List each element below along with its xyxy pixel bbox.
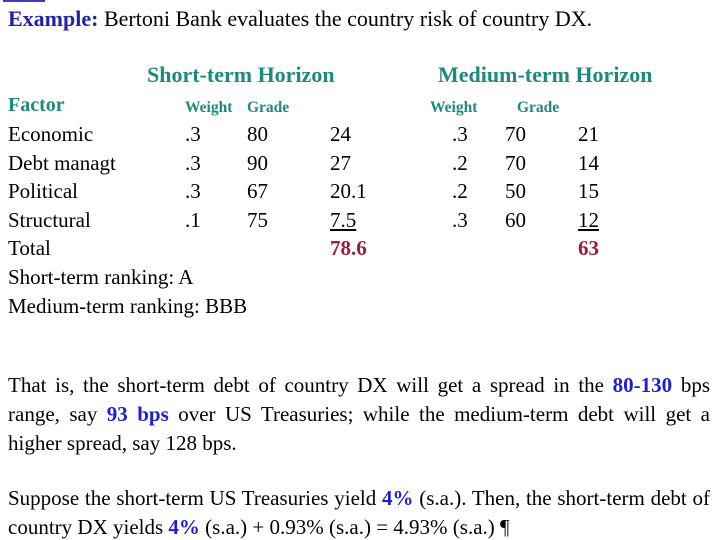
st-weight-column-header: Weight [185, 99, 233, 116]
mt-grade-cell: 60 [505, 207, 526, 232]
st-grade-cell: 75 [247, 207, 268, 232]
body-text: bps range, say [8, 373, 710, 426]
st-grade-column-header: Grade [247, 99, 290, 116]
body-text: over US Treasuries; while the medium-ter… [8, 402, 710, 455]
highlight-text: 93 bps [106, 402, 169, 426]
st-points-underlined: 7.5 [330, 207, 357, 232]
mt-weight-cell: .2 [452, 150, 468, 175]
factor-cell: Economic [8, 122, 94, 146]
table-row: Debt managt .3 90 27 .2 70 14 [0, 151, 720, 180]
factor-column-header: Factor [8, 94, 65, 116]
slide-title: Example: Bertoni Bank evaluates the coun… [8, 6, 592, 32]
mt-points-cell: 15 [578, 179, 599, 204]
body-text: (s.a.). Then, the short-term debt of cou… [8, 486, 710, 539]
medium-term-horizon-header: Medium-term Horizon [438, 62, 653, 87]
short-term-ranking: Short-term ranking: A [8, 264, 194, 289]
mt-weight-column-header: Weight [430, 99, 478, 116]
table-row: Economic .3 80 24 .3 70 21 [0, 122, 720, 151]
st-points-cell: 20.1 [330, 179, 367, 204]
mt-weight-cell: .3 [452, 207, 468, 232]
title-example-label: Example: [8, 6, 99, 31]
body-text: That is, the short-term debt of country … [8, 373, 613, 397]
column-header-row: Factor Weight Grade Weight Grade [0, 94, 720, 117]
mt-points-cell: 12 [578, 208, 720, 237]
mt-grade-column-header: Grade [517, 99, 560, 116]
st-weight-cell: .3 [185, 122, 201, 146]
mt-grade-cell: 70 [505, 150, 526, 175]
body-text: Suppose the short-term US Treasuries yie… [8, 486, 382, 510]
mt-weight-cell: .2 [452, 179, 468, 204]
highlight-text: 4% [381, 486, 414, 510]
stray-blue-line [3, 0, 45, 2]
medium-term-total-value: 63 [578, 236, 599, 261]
highlight-text: 4% [168, 515, 200, 539]
mt-points-cell: 21 [578, 122, 599, 146]
table-row: Structural .1 75 7.5 .3 60 12 [0, 208, 720, 237]
title-text: Bertoni Bank evaluates the country risk … [98, 6, 593, 31]
horizon-headers: Short-term Horizon Medium-term Horizon [0, 62, 720, 92]
st-grade-cell: 90 [247, 150, 268, 175]
body-text: (s.a.) + 0.93% (s.a.) = 4.93% (s.a.) ¶ [199, 515, 510, 539]
short-term-horizon-header: Short-term Horizon [147, 62, 335, 87]
medium-term-ranking: Medium-term ranking: BBB [8, 293, 248, 318]
paragraph-spread: That is, the short-term debt of country … [8, 371, 710, 458]
st-grade-cell: 67 [247, 179, 268, 204]
highlight-text: 80-130 [612, 373, 673, 397]
factor-cell: Political [8, 179, 78, 204]
st-grade-cell: 80 [247, 122, 268, 146]
mt-weight-cell: .3 [452, 122, 468, 146]
table-row: Political .3 67 20.1 .2 50 15 [0, 179, 720, 208]
st-weight-cell: .3 [185, 150, 201, 175]
total-label: Total [8, 236, 51, 261]
factor-cell: Debt managt [8, 150, 116, 175]
table-body: Economic .3 80 24 .3 70 21 Debt managt .… [0, 122, 720, 322]
st-points-cell: 7.5 [330, 208, 430, 237]
short-term-total-value: 78.6 [330, 236, 367, 261]
total-row: Total 78.6 63 [0, 236, 720, 265]
mt-points-underlined: 12 [578, 207, 599, 232]
mt-grade-cell: 50 [505, 179, 526, 204]
st-points-cell: 24 [330, 122, 351, 146]
paragraph-yield: Suppose the short-term US Treasuries yie… [8, 484, 710, 540]
st-weight-cell: .1 [185, 207, 201, 232]
st-weight-cell: .3 [185, 179, 201, 204]
mt-grade-cell: 70 [505, 122, 526, 146]
factor-cell: Structural [8, 207, 91, 232]
mt-points-cell: 14 [578, 150, 599, 175]
st-points-cell: 27 [330, 150, 351, 175]
